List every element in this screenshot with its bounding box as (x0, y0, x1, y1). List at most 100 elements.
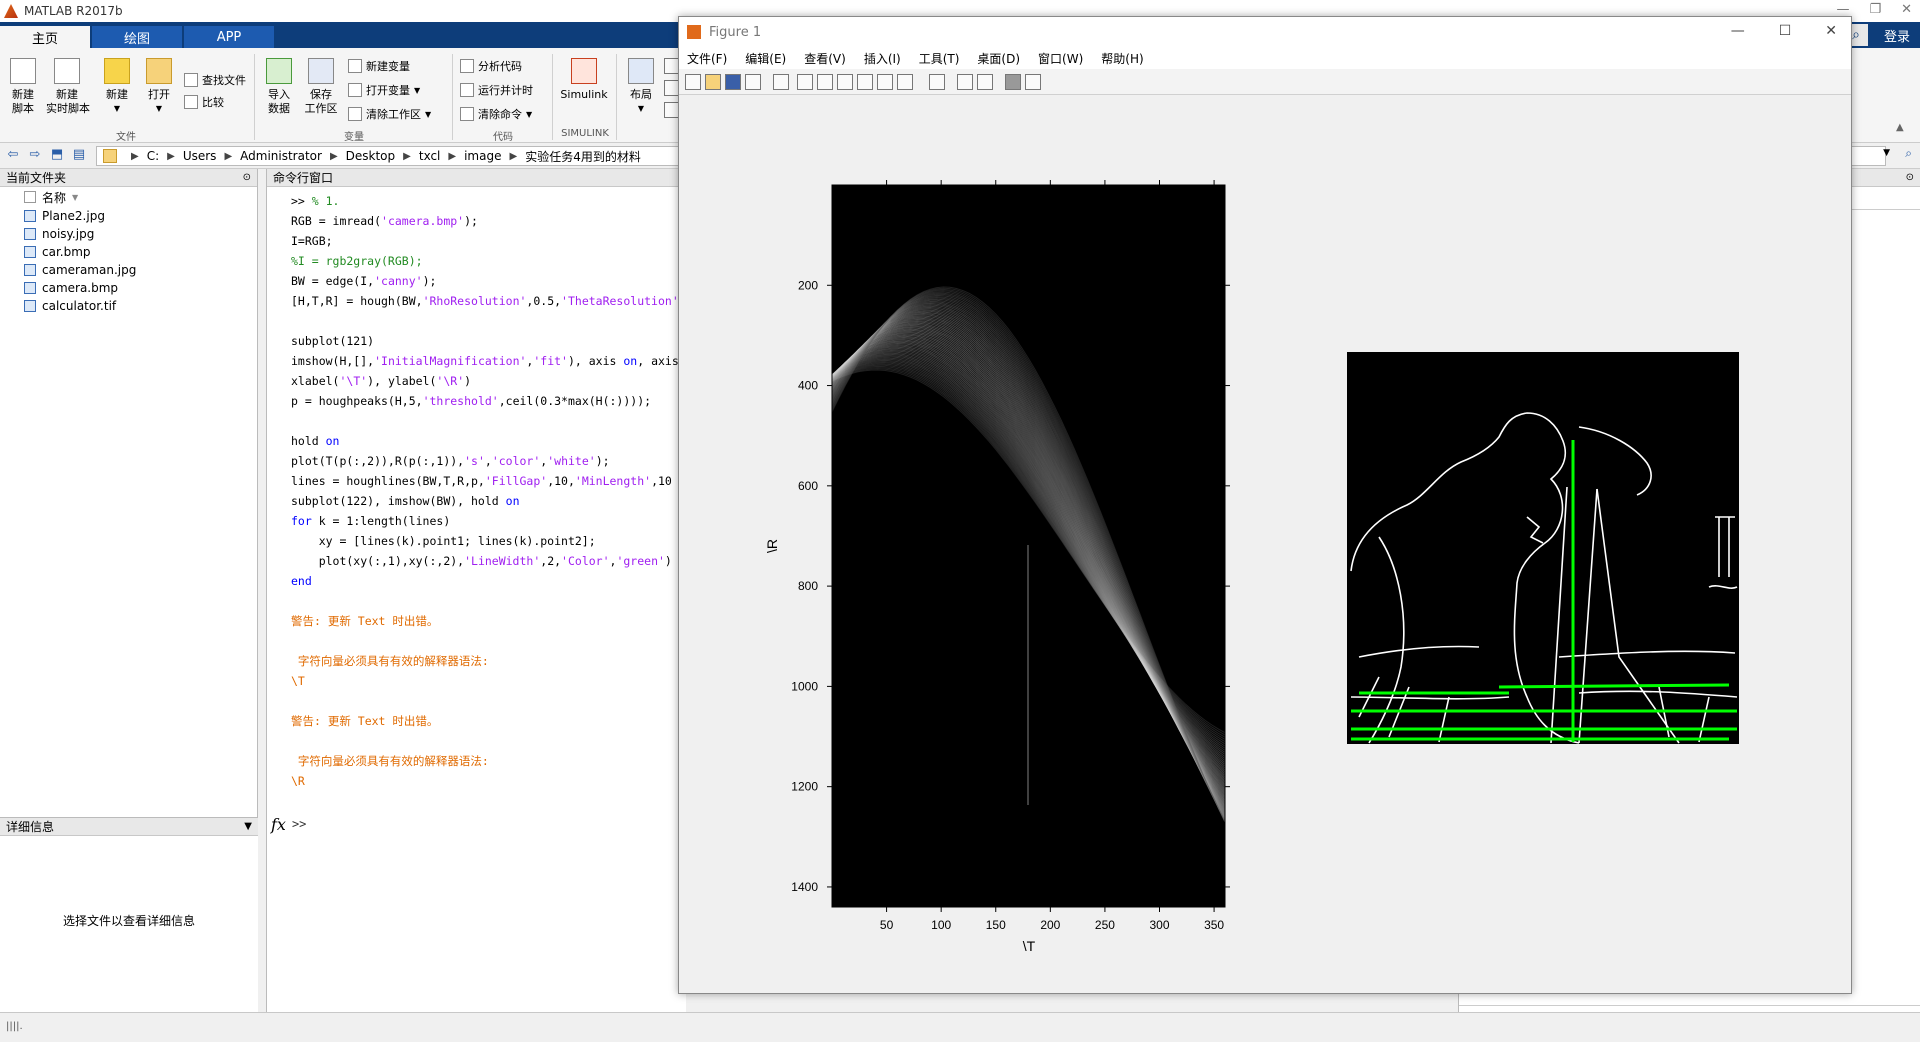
minimize-icon[interactable]: — (1730, 23, 1745, 39)
hide-plot-tools-icon[interactable] (1005, 74, 1021, 90)
menu-view[interactable]: 查看(V) (804, 51, 846, 66)
run-and-time-button[interactable]: 运行并计时 (460, 80, 533, 100)
find-files-button[interactable]: 查找文件 (184, 70, 246, 90)
find-files-icon (184, 73, 198, 87)
clear-commands-button[interactable]: 清除命令 ▼ (460, 104, 532, 124)
data-cursor-icon[interactable] (877, 74, 893, 90)
open-file-icon[interactable] (705, 74, 721, 90)
save-icon[interactable] (725, 74, 741, 90)
chevron-down-icon: ▼ (414, 85, 421, 95)
restore-icon[interactable]: ❐ (1869, 2, 1882, 17)
hough-curve (832, 286, 1225, 823)
search-folder-icon[interactable]: ⌕ (1905, 146, 1912, 160)
hough-curve (832, 363, 1225, 745)
menu-insert[interactable]: 插入(I) (863, 51, 901, 66)
maximize-icon[interactable]: ☐ (1778, 23, 1792, 39)
pointer-icon[interactable] (773, 74, 789, 90)
path-segment[interactable]: 实验任务4用到的材料 (525, 149, 641, 164)
command-input[interactable]: fx >> (267, 811, 687, 837)
new-live-script-button[interactable]: 新建 实时脚本 (46, 58, 90, 116)
command-window[interactable]: 命令行窗口 >> % 1. RGB = imread('camera.bmp');… (266, 169, 686, 1012)
tab-home[interactable]: 主页 (0, 26, 90, 48)
new-script-button[interactable]: 新建 脚本 (2, 58, 44, 116)
hough-curve (832, 340, 1225, 782)
menu-window[interactable]: 窗口(W) (1038, 51, 1084, 66)
name-column-header[interactable]: 名称 ▼ (0, 187, 258, 207)
code-token: \R (291, 774, 305, 788)
simulink-icon (571, 58, 597, 84)
command-line: \T (291, 671, 681, 691)
up-folder-icon[interactable]: ⬒ (50, 146, 64, 162)
compare-button[interactable]: 比较 (184, 92, 224, 112)
zoom-in-icon[interactable] (797, 74, 813, 90)
path-segment[interactable]: txcl (418, 149, 441, 163)
login-link[interactable]: 登录 (1883, 29, 1910, 45)
new-button[interactable]: 新建 ▼ (96, 58, 138, 116)
code-token: 'white' (547, 454, 596, 468)
list-item[interactable]: noisy.jpg (0, 225, 258, 243)
list-item[interactable]: car.bmp (0, 243, 258, 261)
path-segment[interactable]: Users (182, 149, 217, 163)
show-plot-tools-icon[interactable] (1025, 74, 1041, 90)
menu-edit[interactable]: 编辑(E) (745, 51, 787, 66)
command-line (291, 631, 681, 651)
close-icon[interactable]: ✕ (1825, 23, 1837, 39)
browse-folder-icon[interactable]: ▤ (72, 146, 86, 162)
link-plot-icon[interactable] (929, 74, 945, 90)
simulink-button[interactable]: Simulink (558, 58, 610, 102)
menu-file[interactable]: 文件(F) (687, 51, 728, 66)
zoom-out-icon[interactable] (817, 74, 833, 90)
analyze-code-button[interactable]: 分析代码 (460, 56, 522, 76)
back-icon[interactable]: ⇦ (7, 146, 19, 162)
panel-menu-icon[interactable]: ⊙ (242, 172, 251, 183)
y-tick-label: 800 (798, 579, 818, 593)
figure-titlebar: Figure 1 — ☐ ✕ (679, 17, 1851, 47)
edge-contour (1350, 412, 1580, 744)
path-segment[interactable]: C: (146, 149, 160, 163)
new-figure-icon[interactable] (685, 74, 701, 90)
hough-curve (832, 346, 1225, 773)
list-item[interactable]: Plane2.jpg (0, 207, 258, 225)
path-segment[interactable]: Administrator (240, 149, 322, 163)
brush-icon[interactable] (897, 74, 913, 90)
fx-icon[interactable]: fx (271, 814, 286, 834)
import-data-button[interactable]: 导入 数据 (258, 58, 300, 116)
list-item[interactable]: camera.bmp (0, 279, 258, 297)
print-icon[interactable] (745, 74, 761, 90)
menu-tools[interactable]: 工具(T) (918, 51, 960, 66)
path-segment[interactable]: image (464, 149, 502, 163)
code-token: ,0.5, (526, 294, 562, 308)
layout-button[interactable]: 布局 ▼ (620, 58, 662, 116)
chevron-down-icon: ▼ (637, 104, 645, 113)
rotate-icon[interactable] (857, 74, 873, 90)
save-workspace-button[interactable]: 保存 工作区 (300, 58, 342, 116)
clear-workspace-button[interactable]: 清除工作区 ▼ (348, 104, 431, 124)
new-variable-button[interactable]: 新建变量 (348, 56, 410, 76)
command-line: end (291, 571, 681, 591)
open-variable-button[interactable]: 打开变量 ▼ (348, 80, 420, 100)
list-item[interactable]: calculator.tif (0, 297, 258, 315)
matlab-logo-icon (4, 4, 18, 18)
tab-apps[interactable]: APP (184, 26, 274, 48)
panel-menu-icon[interactable]: ⊙ (1905, 172, 1914, 183)
details-header[interactable]: 详细信息 ▼ (0, 818, 258, 836)
tab-plots[interactable]: 绘图 (92, 26, 182, 48)
legend-icon[interactable] (977, 74, 993, 90)
code-token: plot(xy(:,1),xy(:,2), (291, 554, 465, 568)
collapse-ribbon-icon[interactable]: ▲ (1896, 122, 1904, 133)
list-item[interactable]: cameraman.jpg (0, 261, 258, 279)
colorbar-icon[interactable] (957, 74, 973, 90)
path-dropdown-icon[interactable]: ▼ (1883, 148, 1890, 158)
minimize-icon[interactable]: — (1836, 2, 1850, 17)
code-token: on (505, 494, 520, 508)
hough-curve (832, 357, 1225, 755)
forward-icon[interactable]: ⇨ (29, 146, 41, 162)
path-segment[interactable]: Desktop (345, 149, 396, 163)
close-icon[interactable]: ✕ (1901, 2, 1912, 17)
folder-icon (103, 149, 117, 163)
pan-icon[interactable] (837, 74, 853, 90)
menu-desktop[interactable]: 桌面(D) (977, 51, 1021, 66)
menu-help[interactable]: 帮助(H) (1101, 51, 1144, 66)
figure-canvas[interactable]: 50 100 150 200 250 300 350 200 400 600 800 1000 1200… (679, 97, 1851, 993)
open-button[interactable]: 打开 ▼ (138, 58, 180, 116)
